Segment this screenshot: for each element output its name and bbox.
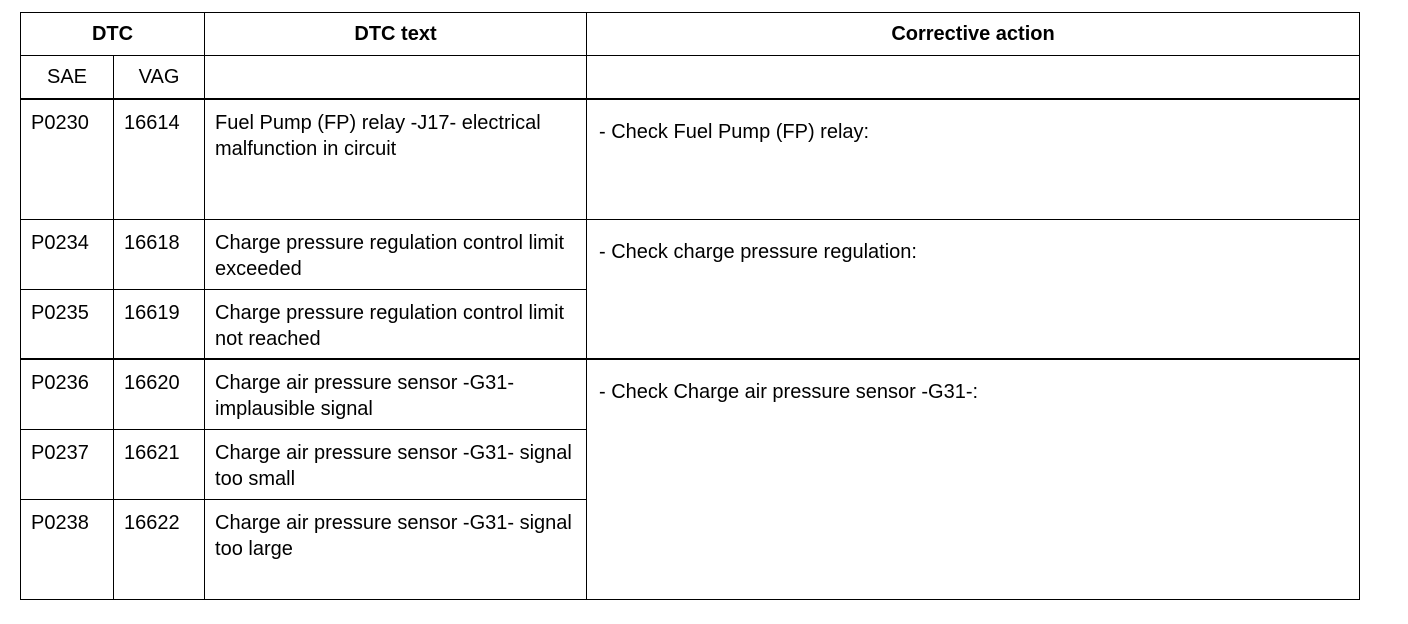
corrective-action: - Check charge pressure regulation: bbox=[586, 218, 1361, 360]
sae-code: P0236 bbox=[20, 358, 114, 430]
table-row: P0235 16619 Charge pressure regulation c… bbox=[20, 288, 1360, 360]
dtc-text: Charge air pressure sensor -G31- signal … bbox=[204, 498, 588, 600]
header-empty bbox=[586, 55, 1361, 100]
table-row: P0237 16621 Charge air pressure sensor -… bbox=[20, 428, 1360, 500]
vag-code: 16620 bbox=[112, 358, 206, 430]
table-row: P0238 16622 Charge air pressure sensor -… bbox=[20, 498, 1360, 600]
sae-code: P0230 bbox=[20, 98, 114, 220]
corrective-action: - Check Charge air pressure sensor -G31-… bbox=[586, 358, 1361, 600]
dtc-text: Fuel Pump (FP) relay -J17- electrical ma… bbox=[204, 98, 588, 220]
vag-code: 16614 bbox=[112, 98, 206, 220]
header-vag: VAG bbox=[112, 55, 206, 100]
dtc-text: Charge air pressure sensor -G31- implaus… bbox=[204, 358, 588, 430]
header-dtc: DTC bbox=[19, 12, 206, 56]
header-dtc-text: DTC text bbox=[204, 12, 588, 56]
dtc-table: DTC DTC text Corrective action SAE VAG P… bbox=[19, 12, 1361, 600]
corrective-action: - Check Fuel Pump (FP) relay: bbox=[586, 98, 1361, 220]
vag-code: 16619 bbox=[112, 288, 206, 360]
header-corrective-action: Corrective action bbox=[586, 12, 1361, 56]
dtc-text: Charge air pressure sensor -G31- signal … bbox=[204, 428, 588, 500]
table-row: P0234 16618 Charge pressure regulation c… bbox=[20, 218, 1361, 360]
dtc-text: Charge pressure regulation control limit… bbox=[204, 288, 588, 360]
header-sae: SAE bbox=[20, 55, 114, 100]
sae-code: P0237 bbox=[20, 428, 114, 500]
sae-code: P0235 bbox=[20, 288, 114, 360]
sae-code: P0234 bbox=[20, 218, 114, 290]
vag-code: 16618 bbox=[112, 218, 206, 290]
table-row: P0230 16614 Fuel Pump (FP) relay -J17- e… bbox=[20, 98, 1361, 220]
vag-code: 16622 bbox=[112, 498, 206, 600]
sae-code: P0238 bbox=[20, 498, 114, 600]
header-empty bbox=[204, 55, 588, 100]
dtc-text: Charge pressure regulation control limit… bbox=[204, 218, 588, 290]
vag-code: 16621 bbox=[112, 428, 206, 500]
table-row: P0236 16620 Charge air pressure sensor -… bbox=[20, 358, 1361, 600]
